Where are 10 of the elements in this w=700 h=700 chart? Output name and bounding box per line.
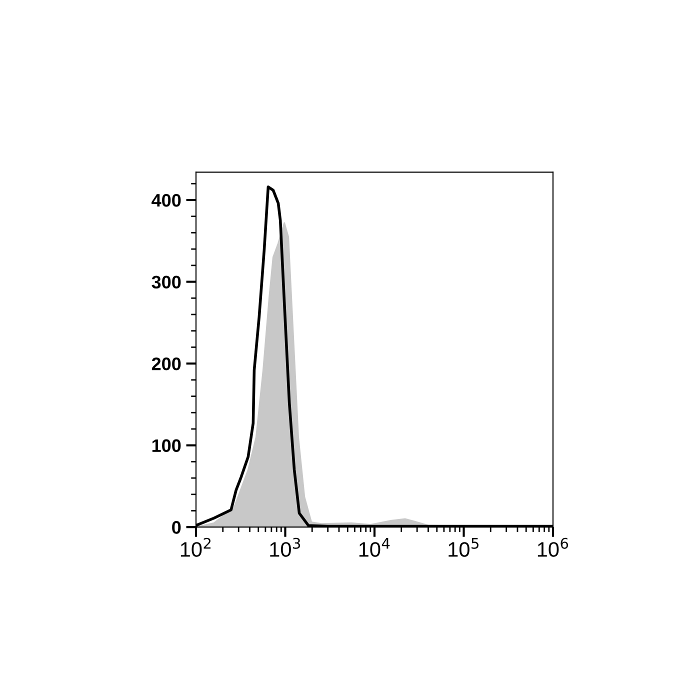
x-tick-label: 10$^{4}$ xyxy=(359,538,390,557)
x-tick-label: 10$^{2}$ xyxy=(180,538,211,557)
y-tick-label: 400 xyxy=(152,194,181,207)
x-tick-label: 10$^{3}$ xyxy=(270,538,300,557)
x-tick-label: 10$^{5}$ xyxy=(448,538,478,557)
x-tick-label: 10$^{6}$ xyxy=(538,538,568,557)
y-tick-label: 300 xyxy=(152,276,181,289)
y-tick-label: 0 xyxy=(172,521,181,534)
y-tick-label: 100 xyxy=(152,439,181,452)
y-tick-label: 200 xyxy=(152,357,181,370)
